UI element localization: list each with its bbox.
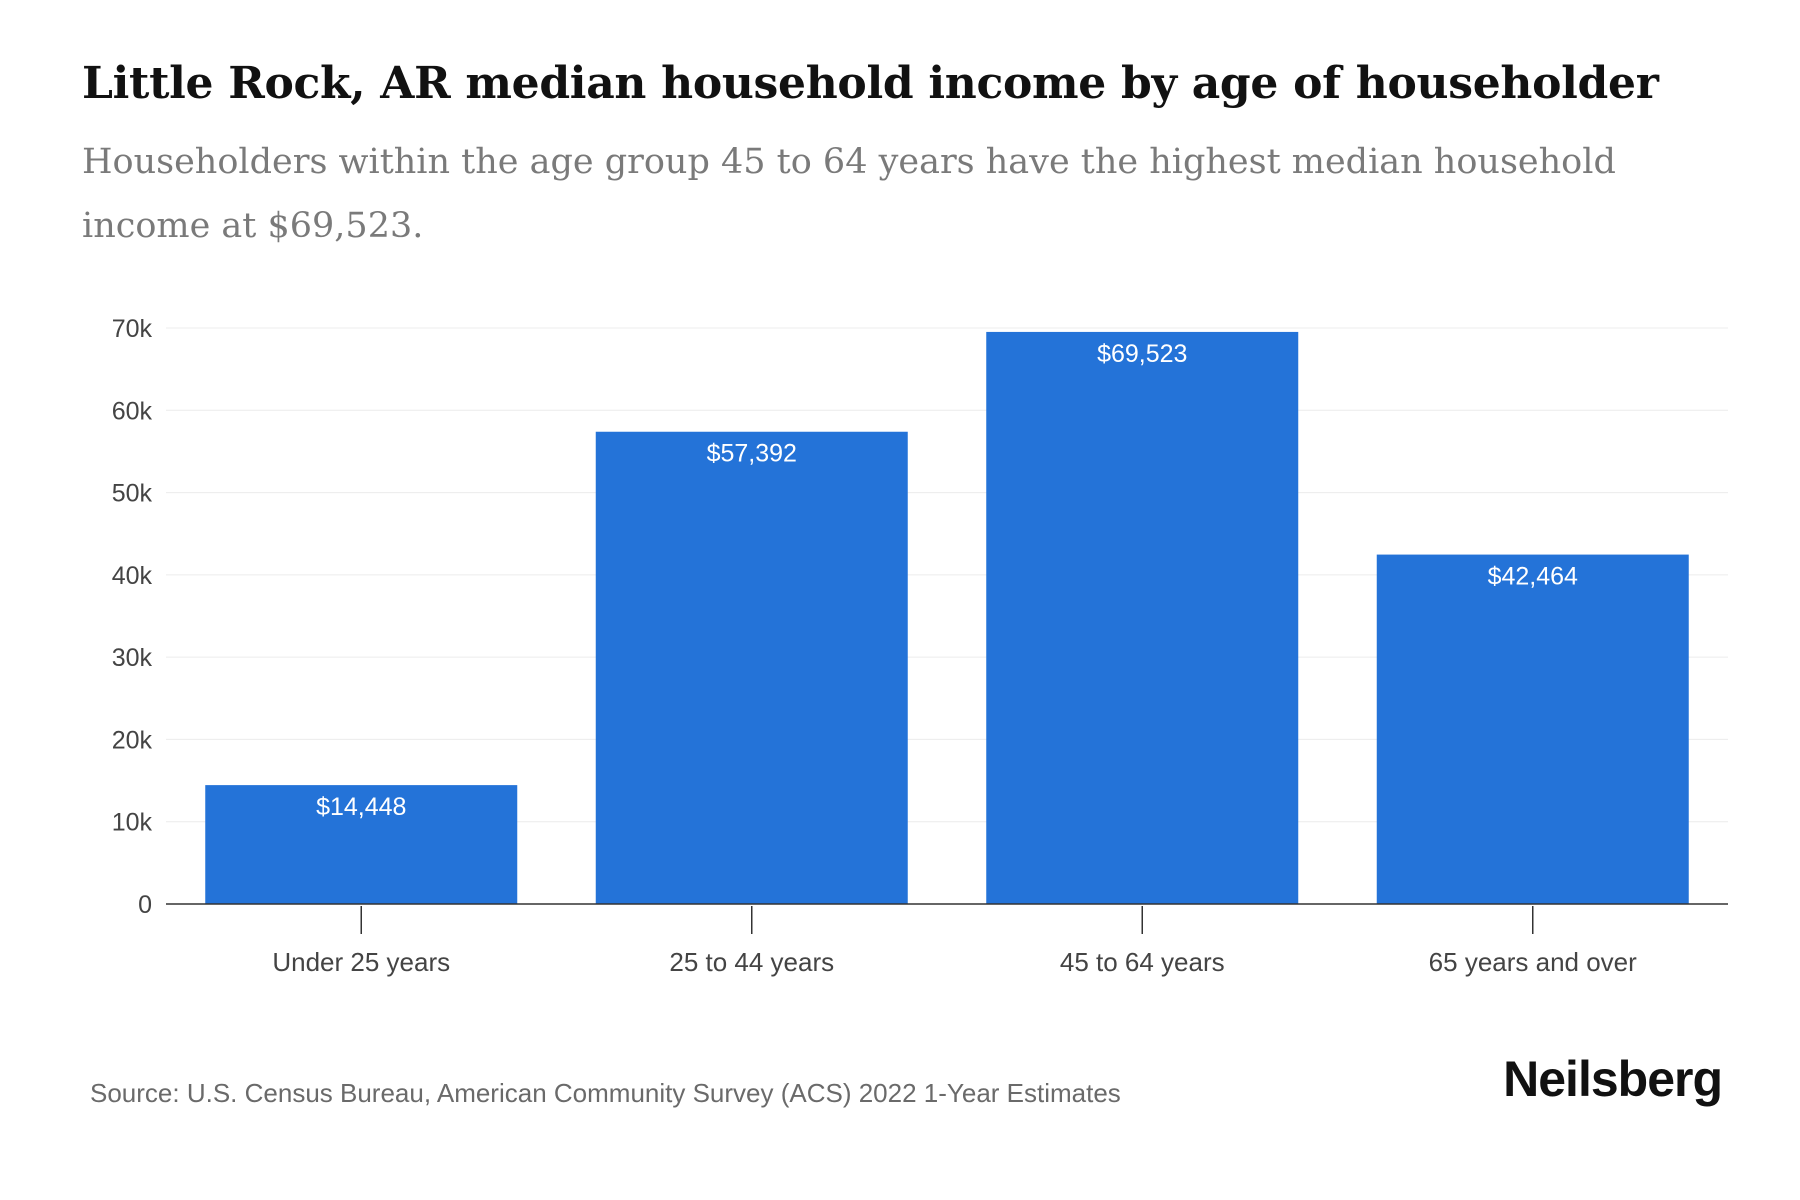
- y-tick-label: 20k: [112, 726, 153, 754]
- bar: [595, 431, 908, 904]
- data-label: $69,523: [1097, 340, 1187, 368]
- x-tick-label: 65 years and over: [1429, 947, 1637, 977]
- bar: [205, 785, 518, 904]
- x-tick-label: Under 25 years: [272, 947, 450, 977]
- data-label: $42,464: [1488, 563, 1578, 591]
- y-tick-label: 60k: [112, 397, 153, 425]
- y-tick-label: 40k: [112, 562, 153, 590]
- chart-subtitle: Householders within the age group 45 to …: [82, 142, 1616, 246]
- data-label: $14,448: [316, 793, 406, 821]
- data-label: $57,392: [707, 440, 797, 468]
- y-tick-label: 30k: [112, 644, 153, 672]
- y-tick-label: 70k: [112, 315, 153, 343]
- chart-title: Little Rock, AR median household income …: [82, 58, 1659, 109]
- x-tick-label: 25 to 44 years: [669, 947, 834, 977]
- source-note: Source: U.S. Census Bureau, American Com…: [90, 1078, 1121, 1108]
- x-tick-label: 45 to 64 years: [1060, 947, 1225, 977]
- y-tick-label: 50k: [112, 480, 153, 508]
- y-tick-label: 10k: [112, 809, 153, 837]
- y-tick-label: 0: [138, 891, 152, 919]
- neilsberg-logo: Neilsberg: [1503, 1051, 1723, 1107]
- bar: [986, 331, 1299, 904]
- bar: [1376, 554, 1689, 904]
